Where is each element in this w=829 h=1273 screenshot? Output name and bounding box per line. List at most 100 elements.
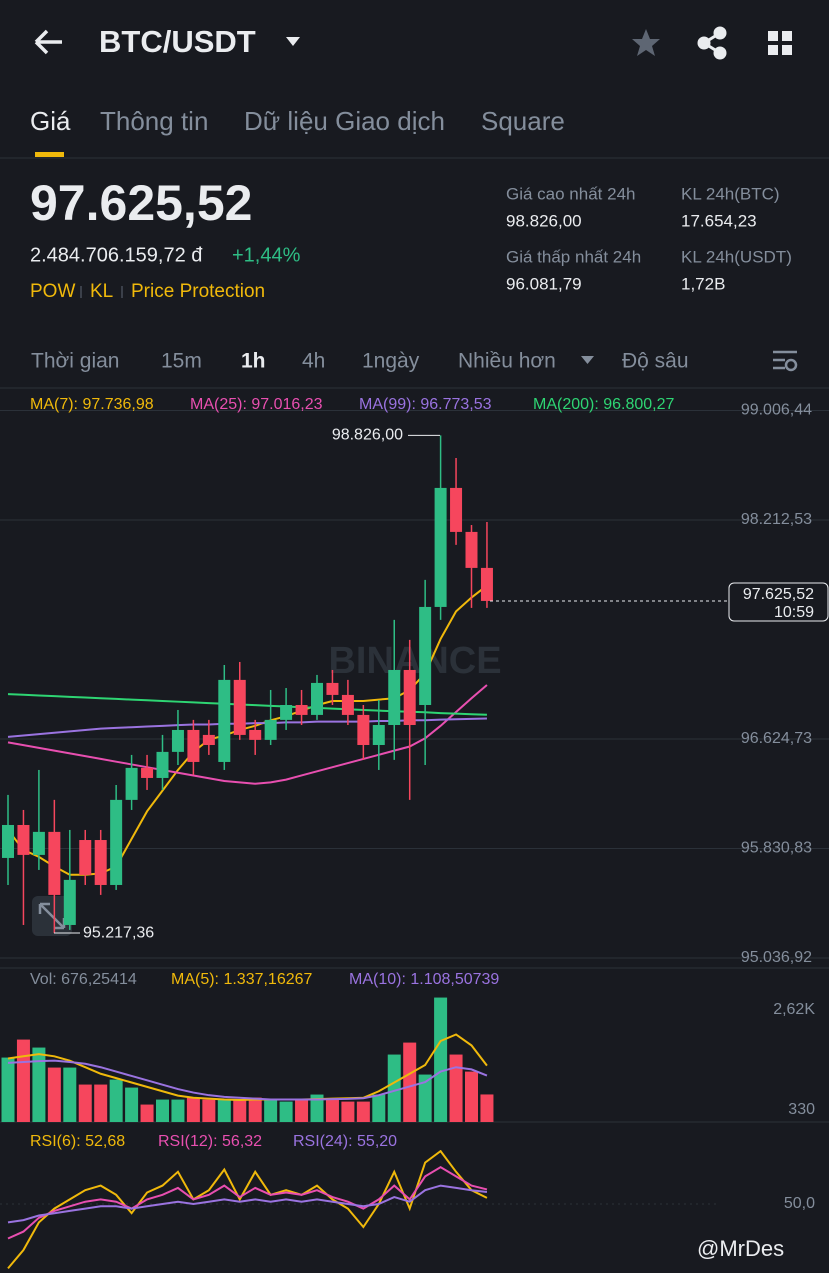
tag[interactable]: POW — [30, 281, 75, 302]
volume-bar — [356, 1101, 370, 1122]
more-dropdown[interactable] — [581, 356, 594, 364]
high-label: 98.826,00 — [332, 427, 403, 444]
y-tick-label: 330 — [788, 1101, 815, 1118]
stat-label: Giá thấp nhất 24h — [506, 247, 641, 266]
stat-label: Giá cao nhất 24h — [506, 184, 635, 203]
candle-body — [434, 487, 447, 607]
volume-bar — [1, 1057, 15, 1122]
candle-body — [280, 704, 293, 720]
volume-bar — [233, 1099, 247, 1122]
volume-bar — [279, 1101, 293, 1122]
rsi-legend: RSI(6): 52,68 — [30, 1133, 125, 1150]
candle-body — [17, 824, 30, 855]
credit: @MrDes — [697, 1236, 784, 1261]
volume-bar — [295, 1099, 309, 1122]
ma-legend: MA(25): 97.016,23 — [190, 396, 323, 413]
candle-body — [125, 767, 138, 800]
y-tick-label: 2,62K — [773, 1001, 815, 1018]
candle-body — [2, 824, 14, 858]
chart-settings[interactable] — [773, 350, 798, 372]
tag[interactable]: Price Protection — [131, 281, 265, 302]
volume-bar — [94, 1084, 108, 1122]
last-price: 97.625,52 — [30, 175, 252, 231]
candle-body — [341, 694, 354, 715]
volume-bar — [63, 1067, 77, 1122]
volume-bar — [372, 1094, 386, 1122]
tag[interactable]: KL — [90, 281, 113, 302]
volume-ma-line — [7, 1059, 488, 1101]
back-button[interactable] — [34, 29, 62, 55]
ma-line — [7, 684, 488, 785]
y-tick-label: 50,0 — [784, 1195, 815, 1212]
candle-body — [63, 879, 76, 925]
tab[interactable]: Giá — [30, 106, 71, 136]
fiat-price: 2.484.706.159,72 đ — [30, 244, 203, 266]
candle-body — [403, 669, 416, 725]
stat-value: 17.654,23 — [681, 211, 757, 230]
y-tick-label: 99.006,44 — [741, 402, 812, 419]
candle-body — [480, 567, 493, 601]
candle-body — [141, 767, 154, 778]
volume-bar — [387, 1054, 401, 1122]
interval[interactable]: Nhiều hơn — [458, 350, 556, 373]
rsi-panel — [7, 1150, 488, 1270]
volume-bar — [156, 1099, 169, 1122]
y-tick-label: 98.212,53 — [741, 511, 812, 528]
candle-body — [372, 724, 385, 745]
volume-bar — [403, 1042, 417, 1122]
volume-bar — [125, 1087, 139, 1122]
candle-body — [419, 606, 432, 705]
candle-body — [295, 704, 308, 715]
tab[interactable]: Dữ liệu Giao dịch — [244, 106, 445, 136]
candle-body — [48, 831, 61, 895]
candle-body — [465, 531, 478, 568]
low-label: 95.217,36 — [83, 924, 154, 941]
volume-bar — [264, 1099, 278, 1122]
interval[interactable]: 15m — [161, 350, 202, 373]
pair-title[interactable]: BTC/USDT — [99, 24, 256, 59]
rsi-legend: RSI(12): 56,32 — [158, 1133, 262, 1150]
tab[interactable]: Square — [481, 106, 565, 136]
volume-bar — [16, 1039, 30, 1122]
volume-bar — [47, 1067, 61, 1122]
share-button[interactable] — [697, 26, 727, 60]
rsi-legend: RSI(24): 55,20 — [293, 1133, 397, 1150]
candle-body — [110, 799, 123, 885]
interval[interactable]: 1h — [241, 350, 266, 373]
candle-body — [156, 751, 169, 778]
rsi-line — [7, 1166, 488, 1240]
pair-dropdown[interactable] — [286, 37, 300, 46]
volume-ma-line — [7, 1033, 488, 1101]
interval[interactable]: 1ngày — [362, 350, 420, 373]
ma-legend: MA(7): 97.736,98 — [30, 396, 154, 413]
volume-bar — [32, 1047, 46, 1122]
candle-body — [218, 679, 231, 762]
candle-body — [202, 734, 215, 745]
candle-body — [357, 714, 370, 745]
volume-bar — [186, 1097, 200, 1122]
price-change: +1,44% — [232, 244, 301, 266]
interval[interactable]: 4h — [302, 350, 325, 373]
interval[interactable]: Độ sâu — [622, 350, 689, 373]
volume-bar — [325, 1099, 339, 1122]
ma-legend: MA(200): 96.800,27 — [533, 396, 675, 413]
stat-value: 98.826,00 — [506, 211, 582, 230]
candle-body — [94, 840, 107, 885]
volume-bar — [480, 1094, 494, 1122]
stat-value: 96.081,79 — [506, 274, 582, 293]
candle-body — [388, 669, 401, 725]
favorite-star[interactable] — [632, 29, 660, 56]
candle-body — [171, 729, 184, 752]
candle-body — [249, 729, 262, 740]
last-price-label: 97.625,52 — [743, 586, 814, 603]
menu-grid[interactable] — [768, 31, 792, 55]
tab-indicator — [35, 152, 64, 157]
expand-button[interactable] — [32, 896, 72, 936]
volume-bar — [434, 997, 448, 1122]
candle-body — [326, 682, 339, 695]
candle-body — [311, 682, 323, 715]
interval[interactable]: Thời gian — [31, 350, 119, 373]
candle-body — [187, 729, 200, 762]
tab[interactable]: Thông tin — [100, 106, 208, 136]
